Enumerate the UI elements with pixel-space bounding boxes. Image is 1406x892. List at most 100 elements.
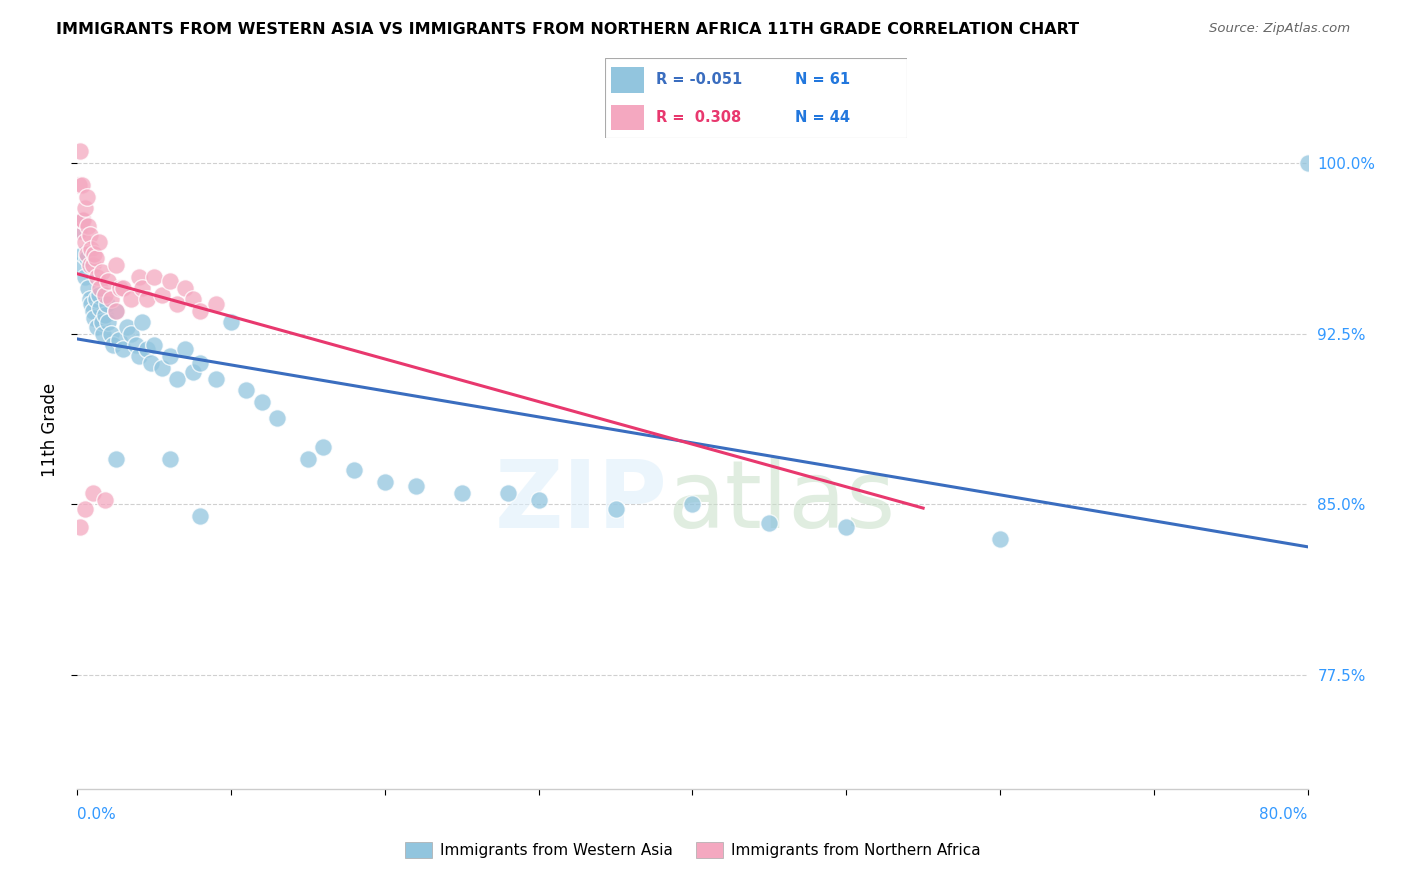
Point [174,343,197,357]
Point [73,269,96,284]
Point [72,246,94,260]
Point [96,297,118,311]
Point [131,281,153,295]
Point [73,201,96,215]
Point [166,297,188,311]
Point [69,224,91,238]
Text: R = -0.051: R = -0.051 [657,72,742,87]
Point [86,269,108,284]
Point [100,326,122,341]
Text: N = 44: N = 44 [794,110,851,125]
Point [450,486,472,500]
Text: atlas: atlas [668,456,896,549]
Point [150,287,173,301]
Point [79,258,101,272]
Point [758,516,780,530]
Point [84,252,107,266]
Point [72,212,94,227]
Point [104,258,127,272]
Point [159,349,181,363]
Point [297,451,319,466]
Point [70,178,93,193]
Point [84,293,107,307]
Legend: Immigrants from Western Asia, Immigrants from Northern Africa: Immigrants from Western Asia, Immigrants… [398,836,987,864]
Point [159,274,181,288]
Point [100,293,122,307]
Text: IMMIGRANTS FROM WESTERN ASIA VS IMMIGRANTS FROM NORTHERN AFRICA 11TH GRADE CORRE: IMMIGRANTS FROM WESTERN ASIA VS IMMIGRAN… [56,22,1080,37]
Point [188,303,212,318]
Point [67,178,90,193]
Point [115,319,138,334]
Point [97,315,120,329]
Point [150,360,173,375]
Point [112,281,135,295]
Point [682,498,704,512]
Point [266,410,288,425]
Point [70,212,93,227]
Point [312,441,335,455]
Point [76,246,98,260]
Point [87,287,110,301]
Point [79,228,101,243]
Point [125,338,148,352]
Point [835,520,858,534]
Point [86,319,108,334]
Point [120,326,142,341]
Point [128,269,150,284]
Text: ZIP: ZIP [495,456,668,549]
Text: 0.0%: 0.0% [77,807,117,822]
Text: Source: ZipAtlas.com: Source: ZipAtlas.com [1209,22,1350,36]
Y-axis label: 11th Grade: 11th Grade [41,384,59,477]
Point [89,281,111,295]
Point [143,338,166,352]
Point [94,492,117,507]
Point [374,475,396,489]
Point [110,281,132,295]
Point [69,144,91,158]
Point [93,326,115,341]
Point [1296,155,1319,169]
Point [104,303,127,318]
Point [131,315,153,329]
Point [181,293,204,307]
Point [73,502,96,516]
Point [82,258,104,272]
Point [83,310,105,325]
Point [70,212,93,227]
Point [69,520,91,534]
Point [67,258,90,272]
Point [605,502,627,516]
Point [80,297,103,311]
Point [97,274,120,288]
Point [188,508,212,523]
Point [141,356,163,370]
Point [73,235,96,250]
Point [104,303,127,318]
Point [79,293,101,307]
Point [94,287,117,301]
Point [128,349,150,363]
Point [988,532,1011,546]
Point [89,301,111,316]
Text: R =  0.308: R = 0.308 [657,110,741,125]
Point [83,246,105,260]
Point [219,315,242,329]
Point [204,297,226,311]
Text: N = 61: N = 61 [794,72,851,87]
Bar [610,67,644,93]
Point [135,293,157,307]
Point [87,235,110,250]
Point [80,242,103,256]
Point [166,372,188,386]
Point [90,265,114,279]
Point [101,338,124,352]
Point [82,486,104,500]
Point [82,303,104,318]
Point [405,479,427,493]
Point [108,334,131,348]
Point [250,395,273,409]
Point [496,486,519,500]
Point [143,269,166,284]
Point [159,451,181,466]
Point [112,343,135,357]
